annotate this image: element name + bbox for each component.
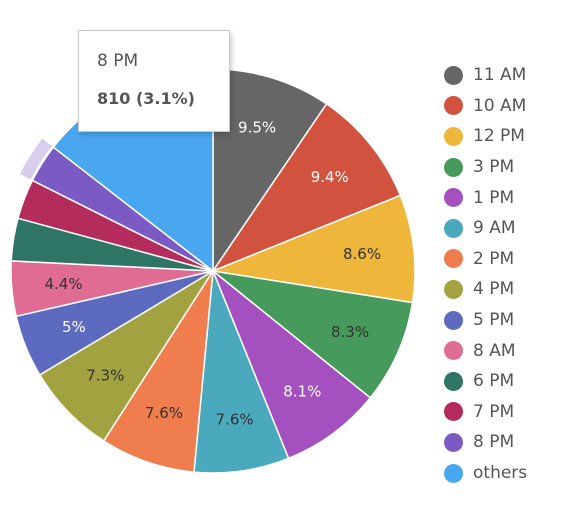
pie-slice-1-pm[interactable] bbox=[212, 270, 371, 460]
legend-label: 4 PM bbox=[473, 279, 515, 300]
legend-label: 6 PM bbox=[473, 371, 515, 392]
legend-label: 8 AM bbox=[473, 340, 516, 361]
pie-slice-9-am[interactable] bbox=[193, 270, 290, 474]
legend-label: 9 AM bbox=[473, 218, 516, 239]
pie-slice-3-pm[interactable] bbox=[212, 270, 414, 399]
data-label-4-pm: 7.3% bbox=[86, 366, 124, 384]
legend-swatch bbox=[444, 65, 463, 85]
legend-label: 3 PM bbox=[473, 157, 515, 178]
legend-swatch bbox=[444, 432, 463, 452]
legend-item-9-am[interactable]: 9 AM bbox=[444, 213, 574, 244]
legend-swatch bbox=[444, 126, 463, 146]
data-label-9-am: 7.6% bbox=[216, 410, 254, 428]
legend-item-2-pm[interactable]: 2 PM bbox=[444, 244, 574, 275]
legend-label: 2 PM bbox=[473, 248, 515, 269]
legend-swatch bbox=[444, 249, 463, 269]
legend-item-7-pm[interactable]: 7 PM bbox=[444, 397, 574, 428]
legend-item-others[interactable]: others bbox=[444, 458, 574, 489]
pie-slice-hover-halo-8-pm bbox=[19, 138, 52, 180]
legend-swatch bbox=[444, 463, 463, 483]
legend-swatch bbox=[444, 402, 463, 422]
data-label-1-pm: 8.1% bbox=[283, 383, 321, 401]
legend-item-6-pm[interactable]: 6 PM bbox=[444, 366, 574, 397]
legend-swatch bbox=[444, 218, 463, 238]
legend-item-8-pm[interactable]: 8 PM bbox=[444, 427, 574, 458]
legend-swatch bbox=[444, 157, 463, 177]
legend: 11 AM 10 AM 12 PM 3 PM 1 PM 9 AM 2 PM 4 PM 5 PM 8… bbox=[444, 60, 574, 488]
legend-swatch bbox=[444, 310, 463, 330]
data-label-5-pm: 5% bbox=[62, 318, 86, 336]
legend-item-3-pm[interactable]: 3 PM bbox=[444, 152, 574, 183]
data-label-10-am: 9.4% bbox=[311, 168, 349, 186]
legend-label: 7 PM bbox=[473, 401, 515, 422]
legend-swatch bbox=[444, 371, 463, 391]
pie-data-labels: 9.5% 9.4% 8.6% 8.3% 8.1% 7.6% 7.6% 7.3% 5% 4.4% bbox=[45, 119, 382, 429]
pie-slice-12-pm[interactable] bbox=[212, 194, 416, 304]
legend-label: 10 AM bbox=[473, 95, 527, 116]
legend-label: others bbox=[473, 463, 528, 484]
tooltip-value: 810 (3.1%) bbox=[97, 89, 195, 108]
legend-item-8-am[interactable]: 8 AM bbox=[444, 335, 574, 366]
tooltip-title: 8 PM bbox=[97, 51, 139, 71]
legend-item-11-am[interactable]: 11 AM bbox=[444, 60, 574, 91]
data-label-2-pm: 7.6% bbox=[145, 404, 183, 422]
legend-item-10-am[interactable]: 10 AM bbox=[444, 91, 574, 122]
pie-slice-10-am[interactable] bbox=[212, 103, 402, 272]
tooltip: 8 PM 810 (3.1%) bbox=[78, 30, 230, 132]
legend-item-4-pm[interactable]: 4 PM bbox=[444, 274, 574, 305]
legend-item-5-pm[interactable]: 5 PM bbox=[444, 305, 574, 336]
legend-label: 8 PM bbox=[473, 432, 515, 453]
legend-label: 11 AM bbox=[473, 65, 527, 86]
data-label-12-pm: 8.6% bbox=[343, 245, 381, 263]
legend-swatch bbox=[444, 279, 463, 299]
data-label-3-pm: 8.3% bbox=[331, 323, 369, 341]
legend-label: 12 PM bbox=[473, 126, 525, 147]
legend-item-12-pm[interactable]: 12 PM bbox=[444, 121, 574, 152]
legend-swatch bbox=[444, 188, 463, 208]
legend-swatch bbox=[444, 341, 463, 361]
legend-swatch bbox=[444, 96, 463, 116]
legend-item-1-pm[interactable]: 1 PM bbox=[444, 182, 574, 213]
pie-slice-2-pm[interactable] bbox=[102, 270, 214, 473]
legend-label: 1 PM bbox=[473, 187, 515, 208]
data-label-8-am: 4.4% bbox=[45, 275, 83, 293]
legend-label: 5 PM bbox=[473, 310, 515, 331]
data-label-11-am: 9.5% bbox=[238, 119, 276, 137]
